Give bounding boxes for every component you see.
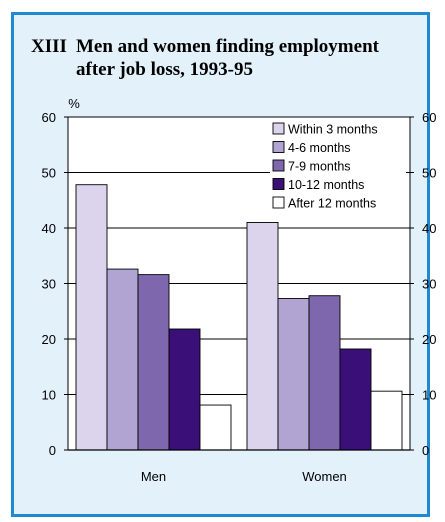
legend-swatch xyxy=(272,141,285,153)
legend: Within 3 months 4-6 months 7-9 months 10-12… xyxy=(270,120,406,217)
y-tick-label-right: 50 xyxy=(422,166,436,181)
bar-men-4 xyxy=(199,404,232,451)
y-unit-label: % xyxy=(68,96,80,111)
bar-women-2 xyxy=(308,295,341,451)
y-tick-label-right: 20 xyxy=(422,332,436,347)
legend-background xyxy=(270,120,406,217)
bar-men-0 xyxy=(75,184,108,451)
y-tick-label-left: 60 xyxy=(42,110,56,125)
bar-women-0 xyxy=(246,221,279,451)
legend-swatch xyxy=(272,178,285,190)
y-tick-label-right: 40 xyxy=(422,221,436,236)
legend-entry: 10-12 months xyxy=(288,178,364,192)
legend-entry: 7-9 months xyxy=(288,160,351,174)
chart-title-text: Men and women finding employment after j… xyxy=(76,36,379,80)
bar-women-3 xyxy=(339,348,372,451)
y-tick-label-left: 0 xyxy=(49,443,56,458)
legend-swatch xyxy=(272,159,285,172)
bar-men-2 xyxy=(137,274,170,451)
y-tick-label-left: 20 xyxy=(42,332,56,347)
y-tick-label-right: 10 xyxy=(422,388,436,403)
bar-men-3 xyxy=(168,328,201,451)
y-tick-label-left: 40 xyxy=(42,221,56,236)
y-tick-label-right: 30 xyxy=(422,277,436,292)
chart-number: XIII xyxy=(31,36,67,57)
bar-women-4 xyxy=(370,390,403,451)
legend-swatch xyxy=(272,196,285,209)
y-tick-label-left: 50 xyxy=(42,166,56,181)
y-tick-label-left: 10 xyxy=(42,388,56,403)
bar-women-1 xyxy=(277,298,310,451)
legend-entry: Within 3 months xyxy=(288,123,378,137)
x-category-label: Women xyxy=(302,469,347,484)
legend-swatch xyxy=(272,122,285,135)
y-tick-label-left: 30 xyxy=(42,277,56,292)
legend-entry: After 12 months xyxy=(288,197,376,211)
y-tick-label-right: 60 xyxy=(422,110,436,125)
y-tick-label-right: 0 xyxy=(422,443,429,458)
x-category-label: Men xyxy=(141,469,166,484)
legend-entry: 4-6 months xyxy=(288,141,351,155)
bar-men-1 xyxy=(106,268,139,451)
